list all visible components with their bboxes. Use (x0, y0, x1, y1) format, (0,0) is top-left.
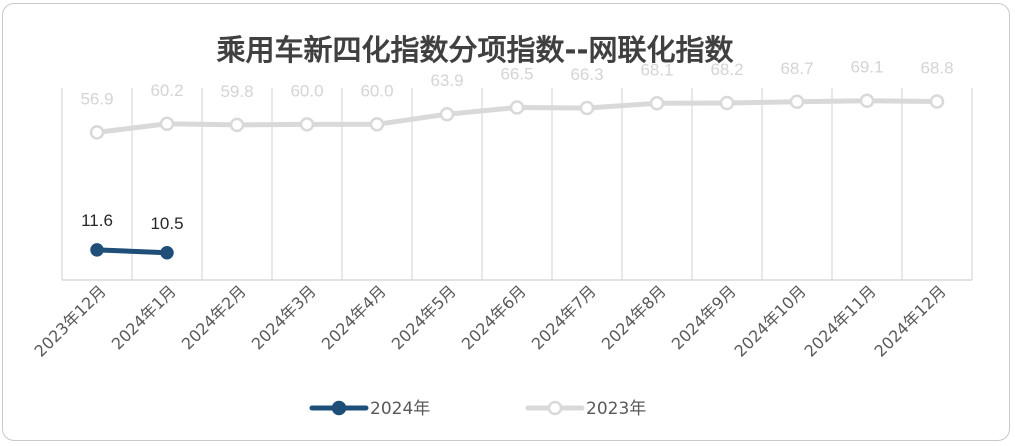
data-point (929, 94, 945, 109)
data-label: 68.1 (640, 60, 673, 79)
x-tick-label: 2024年3月 (248, 281, 320, 353)
x-axis-ticks: 2023年12月2024年1月2024年2月2024年3月2024年4月2024… (31, 281, 950, 360)
data-point (859, 93, 875, 108)
x-tick-label: 2024年5月 (388, 281, 460, 353)
data-label: 60.2 (150, 81, 183, 100)
legend: 2024年 2023年 (309, 399, 646, 419)
x-tick-label: 2023年12月 (31, 281, 110, 360)
data-point (439, 106, 455, 122)
x-tick-label: 2024年12月 (871, 281, 950, 360)
data-label: 10.5 (150, 214, 183, 233)
data-label: 68.7 (780, 59, 813, 78)
data-label: 63.9 (430, 71, 463, 90)
data-label: 11.6 (81, 211, 113, 230)
series-line-2024 (94, 247, 170, 256)
data-label: 60.0 (290, 81, 323, 100)
data-point (509, 100, 525, 115)
data-label: 66.5 (500, 64, 533, 83)
data-point (719, 95, 735, 111)
data-point (90, 243, 104, 257)
legend-marker (331, 400, 347, 416)
x-tick-label: 2024年1月 (108, 281, 180, 353)
data-label: 68.2 (710, 60, 743, 79)
series-2023: 56.9 60.2 59.8 60.0 60.0 63.9 66.5 66.3 68.1 68.2… (80, 58, 954, 140)
data-point (579, 100, 595, 116)
data-label: 56.9 (80, 89, 113, 108)
data-point (369, 117, 385, 132)
legend-marker (547, 400, 563, 416)
data-label: 66.3 (570, 65, 603, 84)
chart-title: 乘用车新四化指数分项指数--网联化指数 (216, 33, 734, 67)
x-tick-label: 2024年4月 (318, 281, 390, 353)
series-2024: 11.6 10.5 (81, 211, 184, 260)
x-tick-label: 2024年11月 (801, 281, 880, 360)
x-tick-label: 2024年8月 (598, 281, 670, 353)
legend-label-2023: 2023年 (586, 399, 646, 419)
x-tick-label: 2024年6月 (458, 281, 530, 353)
data-label: 68.8 (920, 58, 953, 77)
chart-frame (2, 3, 1010, 441)
data-point (160, 246, 174, 260)
data-point (229, 117, 245, 133)
data-point (789, 94, 805, 110)
data-point (649, 96, 665, 111)
data-label: 60.0 (360, 81, 393, 100)
x-tick-label: 2024年7月 (528, 281, 600, 353)
data-label: 69.1 (850, 58, 883, 77)
x-tick-label: 2024年10月 (731, 281, 810, 360)
data-point (159, 116, 175, 132)
data-label: 59.8 (220, 82, 253, 101)
data-point (89, 125, 105, 140)
legend-label-2024: 2024年 (370, 399, 430, 419)
x-tick-label: 2024年2月 (178, 281, 250, 353)
x-tick-label: 2024年9月 (668, 281, 740, 353)
data-point (299, 117, 315, 132)
grid (61, 88, 973, 281)
